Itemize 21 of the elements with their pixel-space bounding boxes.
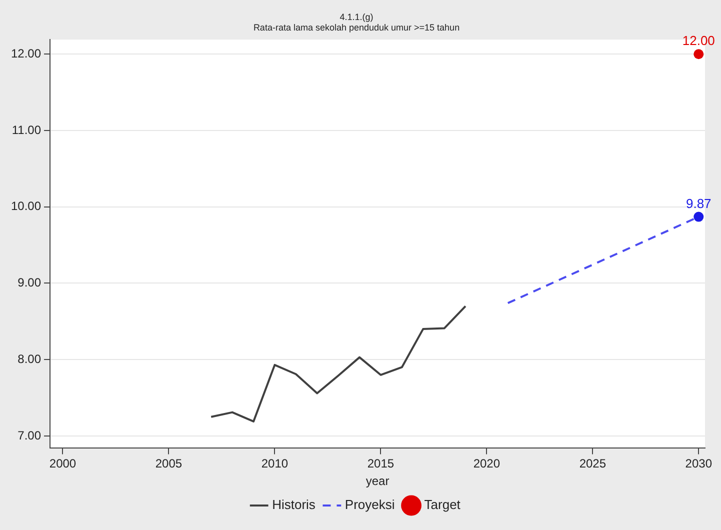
y-tick-label: 8.00	[18, 352, 42, 366]
y-tick-label: 9.00	[18, 276, 42, 290]
x-tick-label: 2010	[261, 456, 288, 471]
chart-subtitle: Rata-rata lama sekolah penduduk umur >=15 tahun	[253, 22, 460, 33]
legend-label: Historis	[272, 497, 316, 512]
legend-label: Target	[424, 497, 461, 512]
y-tick-label: 11.00	[12, 122, 42, 137]
y-tick-label: 12.00	[11, 46, 42, 60]
x-tick-label: 2030	[685, 456, 712, 471]
x-tick-label: 2020	[473, 456, 500, 471]
y-tick-label: 10.00	[11, 199, 42, 214]
x-tick-label: 2025	[579, 456, 606, 471]
x-axis-title: year	[366, 474, 390, 488]
x-tick-label: 2015	[367, 456, 394, 471]
legend-label: Proyeksi	[344, 497, 395, 512]
data-label: 9.87	[686, 196, 712, 211]
x-tick-label: 2005	[155, 456, 182, 471]
y-tick-label: 7.00	[18, 428, 42, 442]
x-tick-label: 2000	[49, 456, 76, 471]
chart-title: 4.1.1.(g)	[340, 12, 374, 22]
data-label: 12.00	[682, 33, 715, 48]
